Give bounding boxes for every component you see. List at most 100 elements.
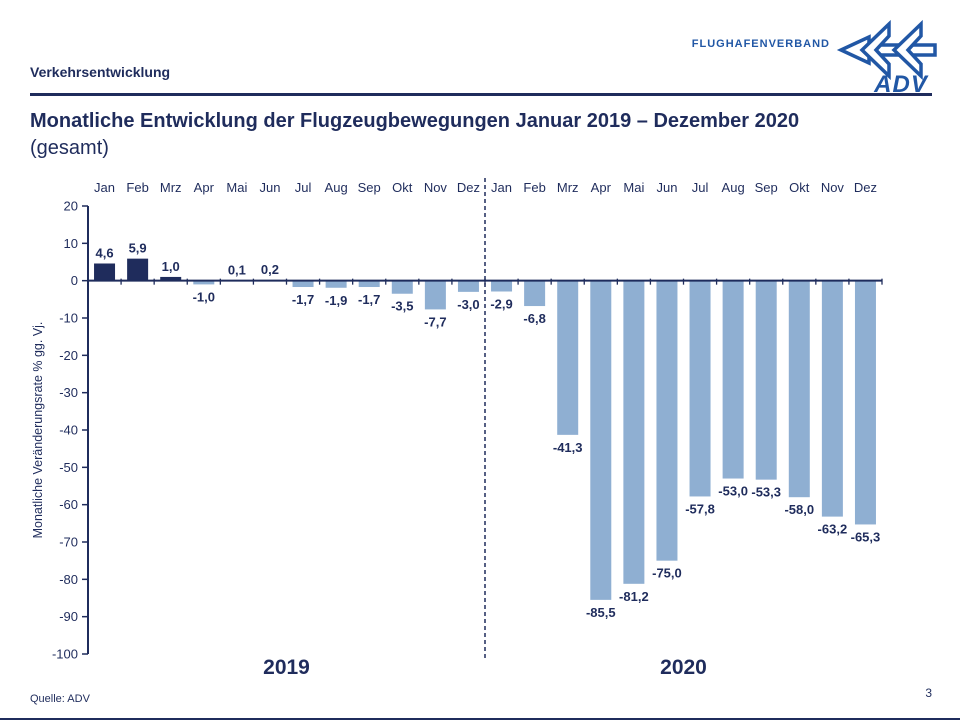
bar-value-label: -6,8: [523, 311, 545, 326]
bar-value-label: -3,0: [457, 297, 479, 312]
bar: [755, 280, 777, 480]
bar-value-label: 5,9: [129, 241, 147, 256]
y-tick-label: 0: [71, 273, 78, 288]
month-label: Feb: [126, 180, 148, 195]
bar-value-label: 0,2: [261, 262, 279, 277]
y-axis-title: Monatliche Veränderungsrate % gg. Vj.: [31, 322, 45, 539]
bar-value-label: -7,7: [424, 314, 446, 329]
bar: [292, 280, 314, 288]
bar-value-label: -3,5: [391, 299, 413, 314]
y-tick-label: -90: [59, 609, 78, 624]
header-rule: [30, 93, 932, 96]
bar-value-label: -81,2: [619, 589, 649, 604]
month-label: Dez: [854, 180, 877, 195]
bar: [524, 280, 546, 307]
bar-value-label: -65,3: [851, 529, 881, 544]
bar-value-label: -2,9: [490, 296, 512, 311]
page-title-line1: Monatliche Entwicklung der Flugzeugbeweg…: [30, 110, 800, 132]
section-label: Verkehrsentwicklung: [30, 64, 171, 80]
emblem-chevron-2: [891, 19, 923, 81]
bar: [391, 280, 413, 294]
bar: [590, 280, 612, 600]
year-label: 2020: [660, 656, 707, 679]
bar-value-label: -75,0: [652, 566, 682, 581]
month-label: Jun: [259, 180, 280, 195]
bar: [424, 280, 446, 310]
y-tick-label: -60: [59, 497, 78, 512]
month-label: Aug: [325, 180, 348, 195]
bar: [854, 280, 876, 525]
bar-chart-svg: 20 10 0 -10 -20 -30 -40 -50 -60 -70 -80 -90 -100 Jan F…: [31, 178, 883, 679]
month-label: Mrz: [160, 180, 182, 195]
bar: [557, 280, 579, 435]
y-tick-label: -80: [59, 572, 78, 587]
bar: [160, 276, 182, 281]
month-label: Jul: [692, 180, 709, 195]
month-label: Jun: [656, 180, 677, 195]
logo-wordmark: FLUGHAFENVERBAND: [691, 38, 830, 50]
y-tick-label: -70: [59, 535, 78, 550]
month-label: Aug: [722, 180, 745, 195]
bar-value-label: -63,2: [818, 522, 848, 537]
bar: [127, 258, 149, 281]
y-tick-label: 20: [64, 199, 78, 214]
bar-value-label: -1,7: [358, 292, 380, 307]
bar-value-label: -58,0: [784, 502, 814, 517]
month-label: Jan: [94, 180, 115, 195]
bar: [491, 280, 513, 292]
bar-value-label: -1,7: [292, 292, 314, 307]
bar-value-label: -1,9: [325, 293, 347, 308]
adv-emblem-icon: ADV: [836, 19, 937, 94]
bottom-rule: [0, 718, 960, 720]
month-label: Dez: [457, 180, 480, 195]
bar: [94, 263, 116, 281]
y-tick-label: -50: [59, 460, 78, 475]
bar: [457, 280, 479, 292]
bar: [788, 280, 810, 498]
source-note: Quelle: ADV: [30, 693, 90, 705]
month-label: Mrz: [557, 180, 579, 195]
bar: [325, 280, 347, 288]
month-label: Sep: [755, 180, 778, 195]
y-tick-label: -10: [59, 311, 78, 326]
bar: [821, 280, 843, 517]
month-label: Jan: [491, 180, 512, 195]
month-label: Feb: [523, 180, 545, 195]
y-tick-label: -40: [59, 423, 78, 438]
year-label: 2019: [263, 656, 310, 679]
month-label: Okt: [392, 180, 413, 195]
bar-value-label: -85,5: [586, 605, 616, 620]
y-tick-label: -30: [59, 385, 78, 400]
month-label: Mai: [226, 180, 247, 195]
month-label: Apr: [591, 180, 612, 195]
bar-value-label: -57,8: [685, 501, 715, 516]
bar: [623, 280, 645, 584]
bar: [193, 280, 215, 285]
month-label: Apr: [194, 180, 215, 195]
bar-value-label: -41,3: [553, 440, 583, 455]
month-label: Okt: [789, 180, 810, 195]
bar: [722, 280, 744, 479]
adv-logo: FLUGHAFENVERBAND ADV: [692, 14, 950, 94]
month-label: Nov: [424, 180, 448, 195]
y-tick-label: -20: [59, 348, 78, 363]
bar: [689, 280, 711, 497]
month-label: Nov: [821, 180, 845, 195]
emblem-chevron-1: [859, 19, 891, 81]
bar-value-label: -1,0: [193, 289, 215, 304]
logo-abbr-text: ADV: [873, 71, 929, 94]
month-label: Mai: [623, 180, 644, 195]
page-number: 3: [925, 686, 932, 700]
bar-value-label: 0,1: [228, 262, 246, 277]
bar: [656, 280, 678, 561]
bar-chart: 20 10 0 -10 -20 -30 -40 -50 -60 -70 -80 -90 -100 Jan F…: [0, 172, 960, 694]
page-title-line2: (gesamt): [30, 137, 109, 159]
bar: [358, 280, 380, 288]
bar-value-label: -53,3: [751, 485, 781, 500]
bar-value-label: 1,0: [162, 259, 180, 274]
page-title: Monatliche Entwicklung der Flugzeugbeweg…: [30, 108, 940, 162]
y-tick-label: -100: [52, 647, 78, 662]
bar-value-label: -53,0: [718, 484, 748, 499]
y-tick-label: 10: [64, 236, 78, 251]
bar-value-label: 4,6: [96, 245, 114, 260]
